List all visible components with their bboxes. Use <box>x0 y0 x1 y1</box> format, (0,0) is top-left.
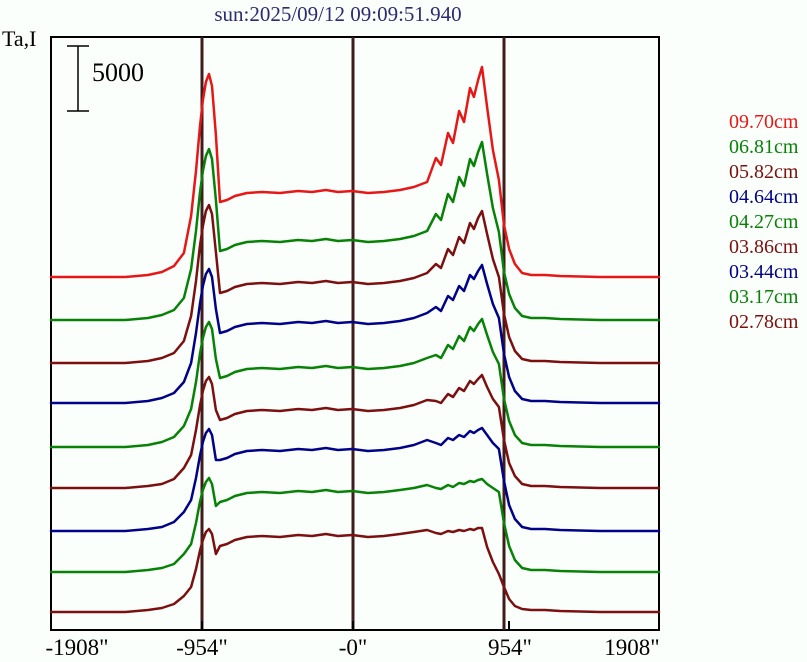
x-tick-label-0: -0" <box>338 635 368 660</box>
series-line-03.86cm <box>49 373 661 490</box>
legend-item-03.44cm: 03.44cm <box>729 261 799 283</box>
series-line-04.27cm <box>49 317 661 449</box>
legend-item-02.78cm: 02.78cm <box>729 311 799 333</box>
series-line-06.81cm <box>49 140 661 322</box>
x-tick-label--954: -954" <box>176 635 228 660</box>
series-line-02.78cm <box>49 526 661 614</box>
legend-item-05.82cm: 05.82cm <box>729 161 799 183</box>
legend-item-03.86cm: 03.86cm <box>729 236 799 258</box>
chart-title: sun:2025/09/12 09:09:51.940 <box>214 2 462 26</box>
series-line-03.17cm <box>49 476 661 574</box>
series-line-04.64cm <box>49 263 661 405</box>
legend-item-06.81cm: 06.81cm <box>729 136 799 158</box>
series-line-03.44cm <box>49 426 661 533</box>
legend-item-04.27cm: 04.27cm <box>729 211 799 233</box>
series-line-05.82cm <box>49 203 661 365</box>
legend-item-09.70cm: 09.70cm <box>729 111 799 133</box>
x-tick-label-1908: 1908" <box>604 635 660 660</box>
plot-frame <box>50 36 660 631</box>
y-axis-label: Ta,I <box>2 26 37 51</box>
series-line-09.70cm <box>49 65 661 279</box>
x-tick-label-954: 954" <box>488 635 532 660</box>
x-tick-label--1908: -1908" <box>45 635 109 660</box>
scale-bar-label: 5000 <box>92 58 144 87</box>
legend-item-03.17cm: 03.17cm <box>729 286 799 308</box>
wavelength-legend: 09.70cm 06.81cm 05.82cm 04.64cm 04.27cm 03.86… <box>729 110 798 335</box>
legend-item-04.64cm: 04.64cm <box>729 186 799 208</box>
